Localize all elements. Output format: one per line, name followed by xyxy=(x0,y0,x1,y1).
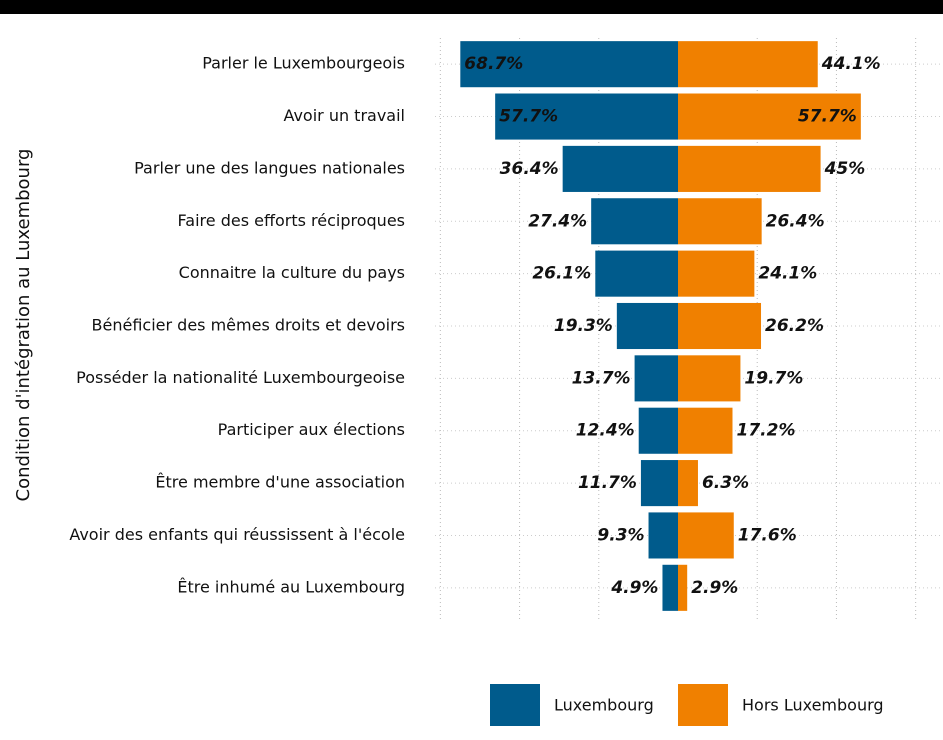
bar xyxy=(678,407,733,454)
value-label: 4.9% xyxy=(610,578,658,598)
category-label: Être inhumé au Luxembourg xyxy=(177,577,405,596)
bar xyxy=(640,460,678,507)
value-label: 57.7% xyxy=(499,107,558,127)
value-label: 24.1% xyxy=(758,264,817,284)
bar xyxy=(678,250,755,297)
value-label: 44.1% xyxy=(821,54,881,74)
value-label: 11.7% xyxy=(578,473,637,493)
value-label: 17.6% xyxy=(738,525,797,545)
bar xyxy=(678,93,861,140)
y-axis-label: Condition d'intégration au Luxembourg xyxy=(13,149,34,502)
bar xyxy=(591,198,678,245)
category-label: Parler le Luxembourgeois xyxy=(202,54,405,73)
value-label: 19.3% xyxy=(554,316,613,336)
bar xyxy=(616,302,678,350)
category-label: Connaitre la culture du pays xyxy=(179,263,405,282)
category-label: Participer aux élections xyxy=(218,420,405,439)
bar xyxy=(634,355,678,402)
bar xyxy=(678,512,734,559)
legend-swatch xyxy=(490,684,540,726)
bar xyxy=(662,564,678,611)
value-label: 12.4% xyxy=(576,421,635,441)
category-label: Faire des efforts réciproques xyxy=(178,211,405,230)
value-label: 2.9% xyxy=(691,578,738,598)
bar xyxy=(562,145,678,192)
top-bar xyxy=(0,0,943,14)
value-label: 68.7% xyxy=(464,54,523,74)
value-label: 45% xyxy=(824,159,866,179)
value-label: 26.2% xyxy=(765,316,824,336)
bar xyxy=(678,302,762,350)
legend-label: Hors Luxembourg xyxy=(742,696,884,715)
category-label: Avoir un travail xyxy=(283,106,405,125)
value-label: 6.3% xyxy=(702,473,749,493)
bar xyxy=(678,145,821,192)
value-label: 27.4% xyxy=(528,211,587,231)
bar xyxy=(595,250,678,297)
bar xyxy=(460,41,678,88)
legend-label: Luxembourg xyxy=(554,696,654,715)
category-label: Bénéficier des mêmes droits et devoirs xyxy=(92,316,405,335)
bar xyxy=(678,355,741,402)
value-label: 17.2% xyxy=(737,421,796,441)
value-label: 13.7% xyxy=(572,368,631,388)
value-label: 26.1% xyxy=(532,264,591,284)
bar xyxy=(678,41,818,88)
bar xyxy=(495,93,678,140)
bar xyxy=(638,407,678,454)
category-label: Parler une des langues nationales xyxy=(134,158,405,177)
value-label: 9.3% xyxy=(597,525,644,545)
value-label: 19.7% xyxy=(744,368,803,388)
value-label: 26.4% xyxy=(766,211,825,231)
value-label: 36.4% xyxy=(500,159,559,179)
bar xyxy=(678,198,762,245)
bar xyxy=(648,512,678,559)
category-label: Être membre d'une association xyxy=(155,473,405,492)
legend-swatch xyxy=(678,684,728,726)
bar xyxy=(678,460,698,507)
category-label: Avoir des enfants qui réussissent à l'éc… xyxy=(69,525,405,544)
value-label: 57.7% xyxy=(798,107,857,127)
category-label: Posséder la nationalité Luxembourgeoise xyxy=(76,368,405,387)
bar xyxy=(678,564,688,611)
